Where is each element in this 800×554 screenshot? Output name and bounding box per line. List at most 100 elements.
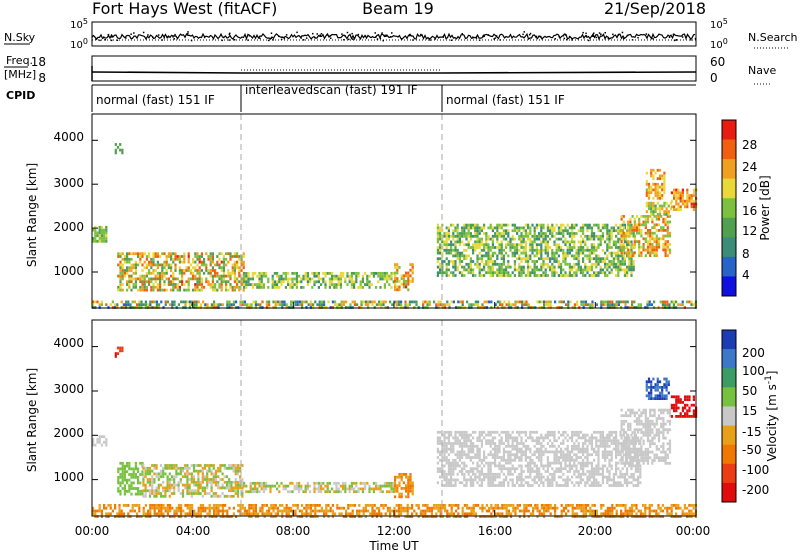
range-time-cell	[447, 248, 450, 252]
range-time-cell	[98, 225, 101, 229]
range-time-cell	[542, 262, 545, 266]
range-time-cell	[502, 257, 505, 261]
range-time-cell	[518, 274, 521, 277]
range-time-cell	[661, 182, 664, 186]
range-time-cell	[610, 442, 613, 445]
range-time-cell	[123, 478, 126, 482]
range-time-cell	[368, 490, 371, 494]
range-time-cell	[324, 490, 327, 494]
range-time-cell	[564, 226, 567, 230]
range-time-cell	[456, 257, 459, 261]
range-time-cell	[524, 444, 527, 448]
range-time-cell	[339, 484, 342, 488]
range-time-cell	[139, 288, 142, 292]
range-time-cell	[494, 234, 497, 238]
range-time-cell	[582, 453, 585, 457]
range-time-cell	[518, 254, 521, 258]
range-time-cell	[579, 234, 582, 238]
range-time-cell	[597, 257, 600, 261]
range-time-cell	[123, 484, 126, 488]
range-time-cell	[604, 265, 607, 269]
range-time-cell	[211, 274, 214, 278]
range-time-cell	[411, 489, 414, 493]
range-time-cell	[524, 234, 527, 238]
range-time-cell	[463, 248, 466, 252]
range-time-cell	[577, 461, 580, 465]
range-time-cell	[664, 220, 667, 224]
range-time-cell	[276, 481, 279, 485]
range-time-cell	[243, 280, 246, 284]
range-time-cell	[476, 243, 479, 247]
range-time-cell	[604, 274, 607, 277]
range-time-cell	[472, 442, 475, 445]
range-time-cell	[183, 288, 186, 292]
range-time-cell	[568, 274, 571, 277]
range-time-cell	[119, 283, 122, 286]
range-time-cell	[179, 466, 182, 470]
range-time-cell	[577, 472, 580, 476]
range-time-cell	[342, 487, 345, 491]
range-time-cell	[472, 481, 475, 485]
range-time-cell	[615, 430, 618, 434]
range-time-cell	[148, 271, 151, 275]
range-time-cell	[443, 475, 446, 479]
range-time-cell	[445, 444, 448, 448]
range-time-cell	[159, 288, 162, 292]
range-time-cell	[134, 271, 137, 275]
range-time-cell	[620, 251, 623, 255]
range-time-cell	[397, 303, 400, 307]
range-time-cell	[174, 257, 177, 261]
range-time-cell	[531, 243, 534, 247]
range-time-cell	[445, 475, 448, 479]
range-time-cell	[571, 450, 574, 454]
range-time-cell	[293, 272, 296, 275]
range-time-cell	[573, 226, 576, 230]
range-time-cell	[527, 481, 530, 485]
range-time-cell	[214, 480, 218, 484]
range-time-cell	[98, 228, 101, 232]
range-time-cell	[178, 271, 181, 275]
range-time-cell	[489, 433, 492, 437]
range-time-cell	[469, 447, 472, 451]
range-time-cell	[566, 274, 569, 277]
range-time-cell	[474, 226, 477, 230]
range-time-cell	[617, 271, 620, 275]
range-time-cell	[452, 229, 455, 233]
range-time-cell	[150, 280, 153, 284]
range-time-cell	[582, 240, 585, 244]
range-time-cell	[629, 453, 632, 457]
range-time-cell	[520, 453, 523, 457]
range-time-cell	[388, 484, 391, 488]
range-time-cell	[524, 464, 527, 468]
range-time-cell	[178, 288, 181, 292]
range-time-cell	[243, 303, 246, 307]
range-time-cell	[557, 467, 560, 471]
range-time-cell	[411, 484, 414, 487]
range-time-cell	[439, 458, 442, 462]
nsky-dot	[637, 37, 639, 39]
range-time-cell	[173, 475, 176, 479]
range-time-cell	[608, 472, 611, 476]
range-time-cell	[211, 257, 214, 261]
range-time-cell	[143, 285, 146, 289]
range-time-cell	[278, 484, 281, 488]
range-time-cell	[439, 265, 442, 269]
range-time-cell	[635, 419, 639, 423]
range-time-cell	[621, 257, 624, 261]
range-time-cell	[436, 439, 439, 443]
range-time-cell	[478, 232, 481, 235]
range-time-cell	[119, 277, 122, 281]
range-time-cell	[540, 229, 543, 233]
range-time-cell	[511, 439, 514, 443]
range-time-cell	[324, 280, 327, 284]
range-time-cell	[199, 303, 202, 307]
range-time-cell	[663, 201, 666, 205]
range-time-cell	[624, 231, 628, 235]
range-time-cell	[496, 430, 499, 434]
range-time-cell	[173, 464, 176, 467]
range-time-cell	[557, 475, 560, 479]
range-time-cell	[564, 467, 567, 471]
range-time-cell	[441, 260, 444, 263]
range-time-cell	[629, 422, 632, 426]
range-time-cell	[100, 435, 103, 439]
